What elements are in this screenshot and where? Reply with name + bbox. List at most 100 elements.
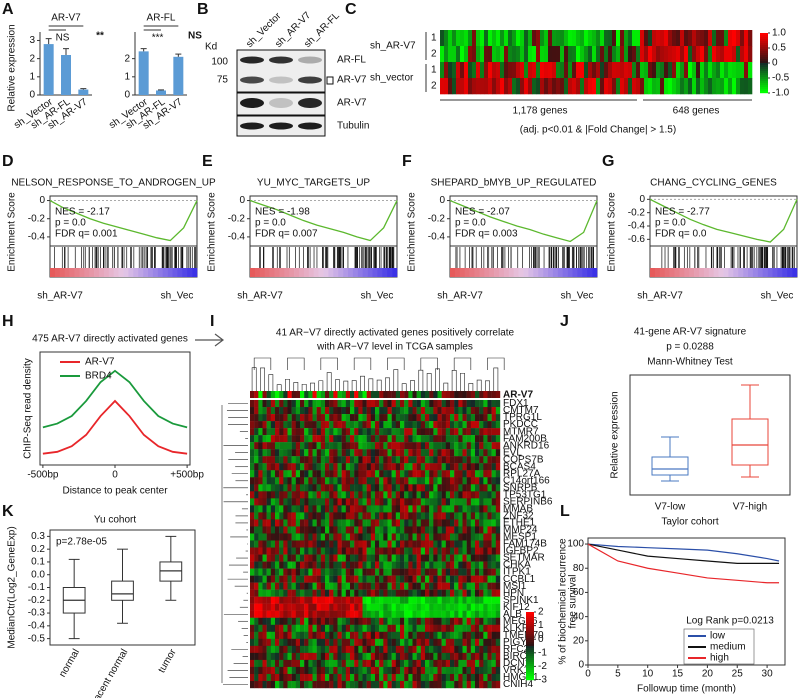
heatmap-cell <box>458 463 463 471</box>
heatmap-cell <box>325 547 330 555</box>
heatmap-cell <box>520 62 525 79</box>
heatmap-cell <box>283 596 288 604</box>
heatmap-cell <box>329 624 334 633</box>
heatmap-cell <box>433 449 438 457</box>
heatmap-cell <box>325 428 330 436</box>
heatmap-cell <box>320 603 326 611</box>
heatmap-cell <box>320 617 326 625</box>
heatmap-cell <box>262 512 267 520</box>
heatmap-cell <box>466 631 472 640</box>
heatmap-cell <box>362 428 367 436</box>
heatmap-cell <box>266 645 272 654</box>
heatmap-cell <box>420 589 426 597</box>
colorbar <box>760 69 768 72</box>
heatmap-cell <box>408 414 413 422</box>
heatmap-cell <box>416 673 422 682</box>
heatmap-cell <box>383 596 388 604</box>
heatmap-cell <box>316 540 322 548</box>
heatmap-cell <box>300 575 305 583</box>
heatmap-cell <box>262 463 267 471</box>
heatmap-cell <box>400 498 405 506</box>
heatmap-cell <box>458 505 463 513</box>
heatmap-cell <box>366 554 372 562</box>
heatmap-cell <box>450 456 455 464</box>
heatmap-cell <box>333 449 338 457</box>
heatmap-cell <box>395 421 401 429</box>
annotation-cell <box>270 391 276 398</box>
heatmap-cell <box>462 652 467 661</box>
heatmap-cell <box>262 645 267 654</box>
heatmap-cell <box>341 547 347 555</box>
colorbar <box>526 624 534 627</box>
heatmap-cell <box>592 62 597 79</box>
heatmap-cell <box>320 680 326 689</box>
dendrogram <box>460 372 465 391</box>
heatmap-cell <box>387 421 392 429</box>
heatmap-cell <box>279 540 284 548</box>
heatmap-cell <box>404 470 409 478</box>
heatmap-cell <box>350 666 355 675</box>
heatmap-cell <box>329 540 334 548</box>
heatmap-cell <box>728 62 733 79</box>
heatmap-cell <box>441 540 447 548</box>
heatmap-cell <box>329 498 334 506</box>
heatmap-cell <box>425 442 430 450</box>
heatmap-cell <box>304 498 309 506</box>
chart-title: 41 AR−V7 directly activated genes positi… <box>276 328 515 339</box>
heatmap-cell <box>341 456 347 464</box>
heatmap-cell <box>441 589 447 597</box>
heatmap-cell <box>444 78 449 95</box>
heatmap-cell <box>460 62 465 79</box>
heatmap-cell <box>308 561 313 569</box>
heatmap-cell <box>300 491 305 499</box>
heatmap-cell <box>316 617 322 625</box>
colorbar <box>760 33 768 36</box>
x-tick-label: 0 <box>112 470 118 481</box>
heatmap-cell <box>366 673 372 682</box>
heatmap-cell <box>441 519 447 527</box>
heatmap-cell <box>441 470 447 478</box>
heatmap-cell <box>366 617 372 625</box>
heatmap-cell <box>270 491 276 499</box>
colorbar <box>526 670 534 673</box>
heatmap-cell <box>437 638 442 647</box>
heatmap-cell <box>354 435 359 443</box>
heatmap-cell <box>488 62 493 79</box>
heatmap-cell <box>400 484 405 492</box>
heatmap-cell <box>266 491 272 499</box>
y-tick-label: 20 <box>573 635 585 646</box>
heatmap-cell <box>416 421 422 429</box>
heatmap-cell <box>329 547 334 555</box>
heatmap-cell <box>495 596 501 604</box>
heatmap-cell <box>250 561 255 569</box>
heatmap-cell <box>379 652 384 661</box>
colorbar <box>526 618 534 621</box>
heatmap-cell <box>452 46 457 63</box>
heatmap-cell <box>316 652 322 661</box>
heatmap-cell <box>320 470 326 478</box>
blot-band <box>298 56 322 64</box>
heatmap-cell <box>362 575 367 583</box>
heatmap-cell <box>316 554 322 562</box>
heatmap-cell <box>450 666 455 675</box>
heatmap-cell <box>366 680 372 689</box>
stat: NES = -2.17 <box>55 207 110 218</box>
heatmap-cell <box>279 603 284 611</box>
heatmap-cell <box>295 421 301 429</box>
heatmap-cell <box>333 540 338 548</box>
heatmap-cell <box>333 617 338 625</box>
heatmap-cell <box>491 435 497 443</box>
heatmap-cell <box>337 596 342 604</box>
heatmap-cell <box>458 498 463 506</box>
heatmap-cell <box>576 78 581 95</box>
heatmap-cell <box>425 575 430 583</box>
heatmap-cell <box>420 617 426 625</box>
heatmap-cell <box>429 526 434 534</box>
rank-bar <box>654 268 661 277</box>
heatmap-cell <box>362 610 367 618</box>
heatmap-cell <box>379 498 384 506</box>
heatmap-cell <box>333 631 338 640</box>
heatmap-cell <box>279 645 284 654</box>
heatmap-cell <box>450 575 455 583</box>
